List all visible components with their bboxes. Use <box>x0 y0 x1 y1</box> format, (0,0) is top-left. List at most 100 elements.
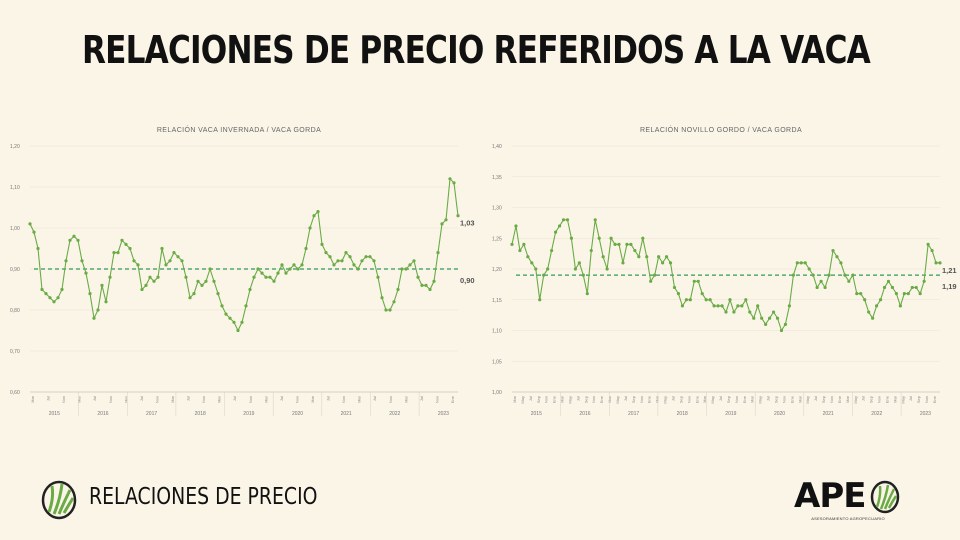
x-month-label: May <box>710 396 715 404</box>
x-month-label: Ene <box>647 395 652 403</box>
data-point <box>200 283 204 287</box>
data-point <box>534 267 538 271</box>
data-point <box>368 255 372 259</box>
x-month-label: Mar <box>750 395 755 403</box>
data-point <box>36 246 40 251</box>
data-point <box>192 292 196 296</box>
data-point <box>412 259 416 263</box>
data-point <box>80 259 84 263</box>
data-point <box>653 273 657 277</box>
data-point <box>316 210 320 214</box>
x-year-label: 2017 <box>146 411 157 417</box>
data-point <box>863 298 867 302</box>
end-value-label: 1,21 <box>942 266 957 275</box>
data-point <box>807 267 811 271</box>
data-point <box>688 298 692 302</box>
x-month-label: Jul <box>861 396 866 401</box>
data-point <box>637 255 641 259</box>
x-month-label: Jul <box>139 396 144 401</box>
end-value-label: 1,03 <box>460 219 475 228</box>
data-point <box>184 275 188 279</box>
x-month-label: Sep <box>536 395 541 403</box>
chart-novillo-gordo: RELACIÓN NOVILLO GORDO / VACA GORDA 1,00 1… <box>490 118 957 428</box>
data-point <box>440 222 444 226</box>
data-point <box>867 310 871 314</box>
data-point <box>216 292 220 296</box>
data-point <box>48 296 52 300</box>
data-point <box>874 304 879 308</box>
data-point <box>859 292 863 296</box>
y-tick-label: 1,25 <box>492 236 502 242</box>
y-tick-label: 1,30 <box>492 206 502 212</box>
reference-value-label: 0,90 <box>460 276 475 285</box>
x-month-label: Mar <box>403 395 408 403</box>
data-point <box>312 214 316 218</box>
x-month-label: Nov <box>61 396 66 403</box>
y-tick-label: 1,20 <box>492 267 502 273</box>
data-point <box>819 279 823 283</box>
data-point <box>589 248 593 253</box>
data-point <box>676 292 681 296</box>
y-tick-label: 1,00 <box>10 226 20 232</box>
data-point <box>871 316 875 320</box>
x-month-label: Ene <box>552 395 557 403</box>
data-point <box>736 304 740 308</box>
brand-subtitle: ASESORAMIENTO AGROPECUARIO <box>811 516 885 521</box>
data-point <box>436 251 440 255</box>
data-point <box>60 287 64 292</box>
x-year-label: 2023 <box>438 411 449 417</box>
x-month-label: Jul <box>279 396 284 401</box>
data-point <box>720 304 724 308</box>
data-point <box>569 236 574 240</box>
x-month-label: Ene <box>932 395 937 403</box>
data-point <box>692 279 696 283</box>
data-point <box>553 230 558 234</box>
data-point <box>764 322 768 326</box>
data-point <box>148 275 152 279</box>
x-year-label: 2017 <box>628 411 639 417</box>
x-month-label: Nov <box>201 396 206 403</box>
y-tick-label: 1,05 <box>492 359 502 365</box>
chart-title: RELACIÓN VACA INVERNADA / VACA GORDA <box>157 125 321 134</box>
data-point <box>56 296 60 300</box>
data-point <box>704 298 708 302</box>
data-point <box>208 267 212 271</box>
data-point <box>680 304 685 308</box>
data-point <box>288 267 292 271</box>
series-line <box>29 177 459 332</box>
y-tick-label: 0,80 <box>10 308 20 314</box>
data-point <box>918 292 922 296</box>
data-point <box>352 263 356 267</box>
data-point <box>308 226 312 230</box>
x-year-label: 2020 <box>774 411 785 417</box>
x-month-label: Sep <box>821 395 826 403</box>
data-point <box>284 271 288 275</box>
data-point <box>400 267 404 271</box>
data-point <box>256 267 260 271</box>
x-month-label: Mar <box>310 395 315 403</box>
data-point <box>514 224 518 228</box>
data-point <box>364 255 368 259</box>
x-month-label: Jul <box>718 396 723 401</box>
brand-logo: APE ASESORAMIENTO AGROPECUARIO <box>794 476 906 532</box>
data-point <box>132 259 136 263</box>
data-point <box>530 261 534 265</box>
x-month-label: Nov <box>686 396 691 403</box>
data-point <box>296 267 300 271</box>
y-tick-label: 0,70 <box>10 349 20 355</box>
data-point <box>172 251 176 255</box>
x-month-label: Sep <box>678 395 683 403</box>
data-point <box>304 246 308 251</box>
data-point <box>914 285 918 290</box>
data-point <box>72 234 76 238</box>
data-point <box>878 298 883 302</box>
data-point <box>196 279 200 283</box>
data-point <box>851 273 855 277</box>
x-month-label: Jul <box>326 396 331 401</box>
x-year-label: 2016 <box>579 411 590 417</box>
data-point <box>140 287 144 292</box>
data-point <box>52 300 56 304</box>
data-point <box>280 263 284 267</box>
x-month-label: Mar <box>357 395 362 403</box>
data-point <box>803 261 807 265</box>
